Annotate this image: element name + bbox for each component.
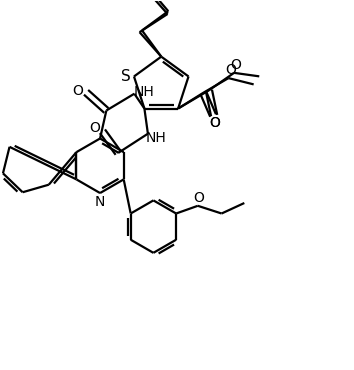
Text: O: O <box>225 63 236 77</box>
Text: O: O <box>89 121 100 135</box>
Text: N: N <box>95 195 105 209</box>
Text: NH: NH <box>145 131 166 145</box>
Text: O: O <box>193 191 204 205</box>
Text: NH: NH <box>134 85 154 99</box>
Text: O: O <box>230 58 241 72</box>
Text: O: O <box>210 116 220 130</box>
Text: S: S <box>121 69 131 84</box>
Text: O: O <box>72 84 83 98</box>
Text: O: O <box>210 115 220 130</box>
